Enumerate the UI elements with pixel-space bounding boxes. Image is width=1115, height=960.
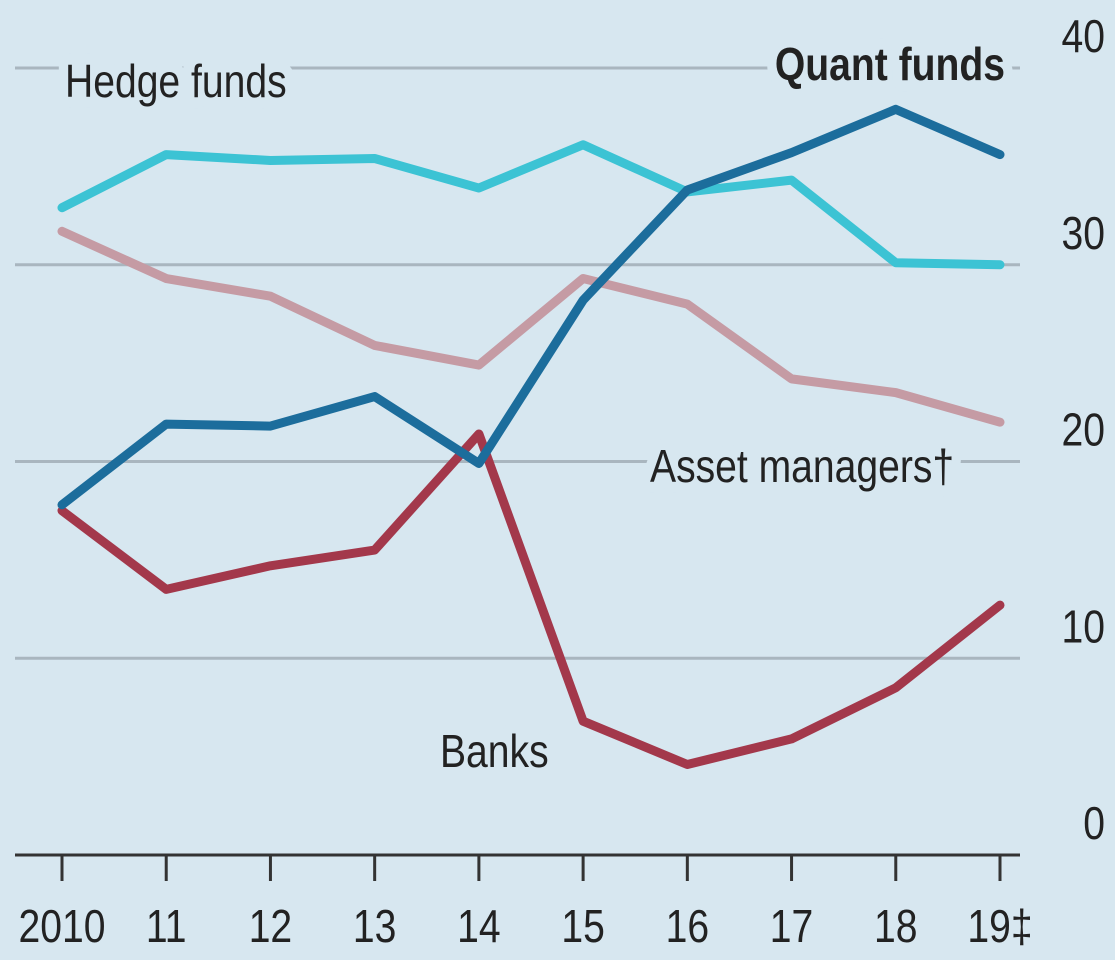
x-tick-label: 18 — [874, 901, 917, 953]
series-line — [57, 104, 1005, 510]
x-tick-label: 13 — [353, 901, 396, 953]
x-tick-label: 12 — [249, 901, 292, 953]
y-tick-label: 10 — [1062, 601, 1105, 653]
y-tick-label: 40 — [1062, 11, 1105, 63]
y-tick-label: 30 — [1062, 208, 1105, 260]
series-line — [57, 429, 1005, 769]
x-tick-label: 11 — [146, 901, 187, 953]
x-tick-label: 16 — [666, 901, 709, 953]
y-tick-label: 0 — [1083, 798, 1105, 850]
series-line — [57, 140, 1005, 270]
x-tick-label: 2010 — [19, 901, 106, 953]
x-tick-label: 17 — [770, 901, 813, 953]
series-label: Banks — [440, 726, 549, 778]
series-label: Asset managers† — [650, 441, 954, 493]
series-label: Quant funds — [775, 39, 1005, 91]
series-label: Hedge funds — [65, 56, 287, 108]
x-tick-label: 15 — [561, 901, 604, 953]
x-tick-label: 19‡ — [967, 901, 1032, 953]
x-tick-label: 14 — [457, 901, 500, 953]
series-line — [57, 226, 1005, 427]
y-tick-label: 20 — [1062, 405, 1105, 457]
